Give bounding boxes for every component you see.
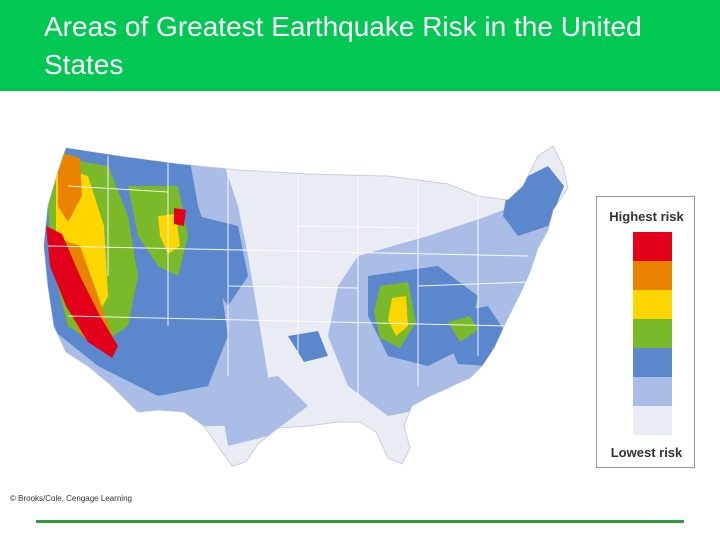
legend-swatch-4 <box>633 319 672 348</box>
legend-lowest-label: Lowest risk <box>610 445 683 460</box>
zone-blue-northeast <box>503 166 564 236</box>
legend-highest-label: Highest risk <box>609 209 684 224</box>
zone-blue-rockies <box>198 216 248 306</box>
bottom-divider <box>36 520 684 523</box>
risk-legend: Highest risk Lowest risk <box>596 196 695 468</box>
zone-light-blue-southwest <box>218 376 308 446</box>
legend-swatch-1 <box>633 232 672 261</box>
legend-swatch-6 <box>633 377 672 406</box>
zone-green-intermountain <box>128 186 188 276</box>
zone-green-east-tn <box>448 316 478 342</box>
legend-swatch-3 <box>633 290 672 319</box>
slide-title: Areas of Greatest Earthquake Risk in the… <box>44 11 642 80</box>
state-borders <box>47 156 529 396</box>
zone-red-wyoming <box>174 208 186 226</box>
legend-swatch-2 <box>633 261 672 290</box>
us-risk-map-graphic <box>43 145 569 467</box>
title-banner: Areas of Greatest Earthquake Risk in the… <box>0 0 720 91</box>
legend-swatch-7 <box>633 406 672 435</box>
zone-yellow-new-madrid <box>388 296 408 336</box>
image-credit: © Brooks/Cole, Cengage Learning <box>10 494 132 503</box>
legend-swatch-5 <box>633 348 672 377</box>
zone-red-california <box>46 226 118 358</box>
zone-orange-pacific-nw <box>58 152 82 222</box>
risk-map <box>8 126 714 492</box>
